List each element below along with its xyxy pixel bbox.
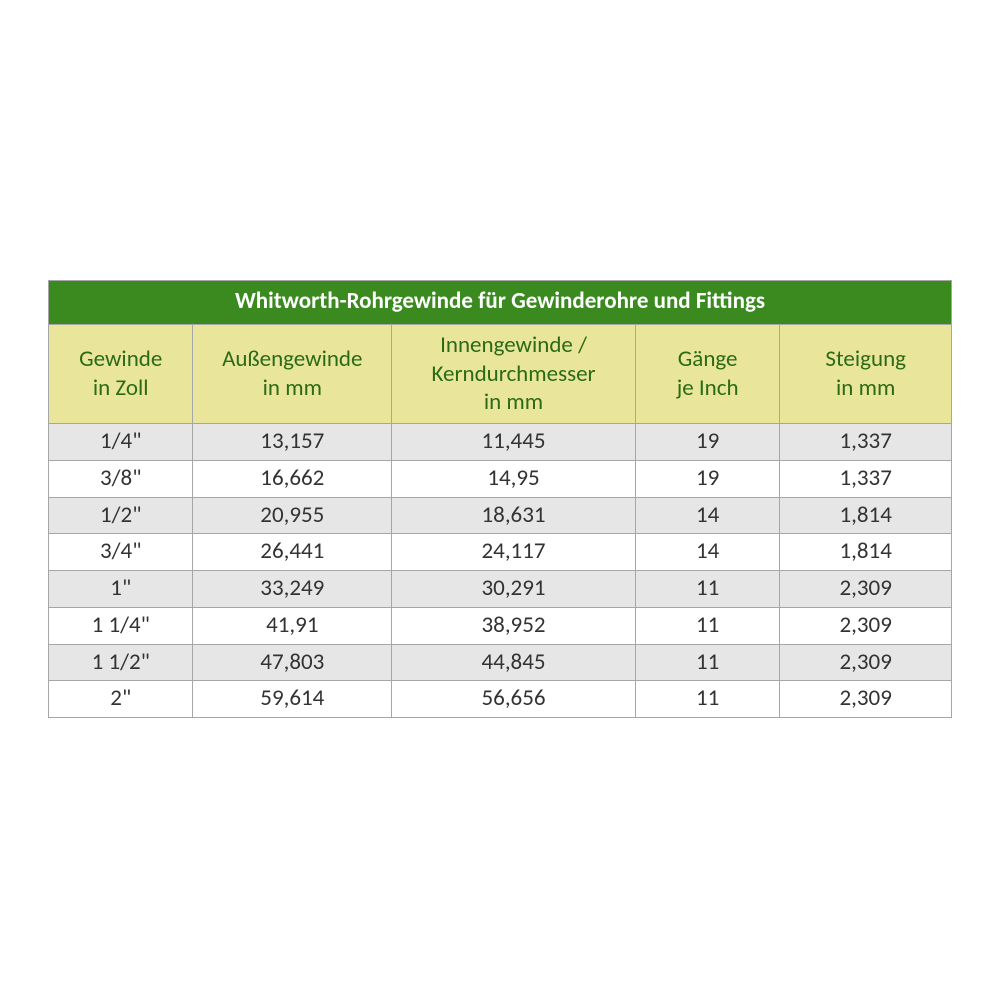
cell: 14 xyxy=(635,534,779,571)
cell: 18,631 xyxy=(392,497,636,534)
cell: 20,955 xyxy=(193,497,392,534)
table-row: 1/4" 13,157 11,445 19 1,337 xyxy=(49,424,952,461)
cell: 2,309 xyxy=(780,681,952,718)
cell: 30,291 xyxy=(392,571,636,608)
table-row: 1/2" 20,955 18,631 14 1,814 xyxy=(49,497,952,534)
cell: 1" xyxy=(49,571,193,608)
table-row: 3/4" 26,441 24,117 14 1,814 xyxy=(49,534,952,571)
cell: 38,952 xyxy=(392,607,636,644)
cell: 1,814 xyxy=(780,497,952,534)
cell: 24,117 xyxy=(392,534,636,571)
table-container: Whitworth-Rohrgewinde für Gewinderohre u… xyxy=(48,280,952,718)
cell: 16,662 xyxy=(193,460,392,497)
col-header-2: Innengewinde /Kerndurchmesserin mm xyxy=(392,324,636,423)
table-row: 1 1/4" 41,91 38,952 11 2,309 xyxy=(49,607,952,644)
cell: 11 xyxy=(635,644,779,681)
cell: 1,337 xyxy=(780,424,952,461)
cell: 14,95 xyxy=(392,460,636,497)
table-body: 1/4" 13,157 11,445 19 1,337 3/8" 16,662 … xyxy=(49,424,952,718)
col-header-3: Gängeje Inch xyxy=(635,324,779,423)
cell: 11,445 xyxy=(392,424,636,461)
cell: 47,803 xyxy=(193,644,392,681)
cell: 3/8" xyxy=(49,460,193,497)
cell: 3/4" xyxy=(49,534,193,571)
table-header-row: Gewindein Zoll Außengewindein mm Innenge… xyxy=(49,324,952,423)
cell: 1,337 xyxy=(780,460,952,497)
table-row: 1" 33,249 30,291 11 2,309 xyxy=(49,571,952,608)
cell: 26,441 xyxy=(193,534,392,571)
col-header-4: Steigungin mm xyxy=(780,324,952,423)
cell: 11 xyxy=(635,607,779,644)
col-header-1: Außengewindein mm xyxy=(193,324,392,423)
cell: 2" xyxy=(49,681,193,718)
cell: 56,656 xyxy=(392,681,636,718)
cell: 11 xyxy=(635,681,779,718)
cell: 1/2" xyxy=(49,497,193,534)
cell: 2,309 xyxy=(780,571,952,608)
table-row: 3/8" 16,662 14,95 19 1,337 xyxy=(49,460,952,497)
cell: 13,157 xyxy=(193,424,392,461)
whitworth-table: Whitworth-Rohrgewinde für Gewinderohre u… xyxy=(48,280,952,718)
cell: 2,309 xyxy=(780,644,952,681)
cell: 44,845 xyxy=(392,644,636,681)
cell: 19 xyxy=(635,424,779,461)
cell: 11 xyxy=(635,571,779,608)
cell: 14 xyxy=(635,497,779,534)
col-header-0: Gewindein Zoll xyxy=(49,324,193,423)
cell: 2,309 xyxy=(780,607,952,644)
cell: 19 xyxy=(635,460,779,497)
cell: 41,91 xyxy=(193,607,392,644)
cell: 59,614 xyxy=(193,681,392,718)
table-title: Whitworth-Rohrgewinde für Gewinderohre u… xyxy=(49,281,952,325)
cell: 1 1/4" xyxy=(49,607,193,644)
cell: 1,814 xyxy=(780,534,952,571)
table-row: 2" 59,614 56,656 11 2,309 xyxy=(49,681,952,718)
cell: 33,249 xyxy=(193,571,392,608)
cell: 1 1/2" xyxy=(49,644,193,681)
table-title-row: Whitworth-Rohrgewinde für Gewinderohre u… xyxy=(49,281,952,325)
table-row: 1 1/2" 47,803 44,845 11 2,309 xyxy=(49,644,952,681)
cell: 1/4" xyxy=(49,424,193,461)
